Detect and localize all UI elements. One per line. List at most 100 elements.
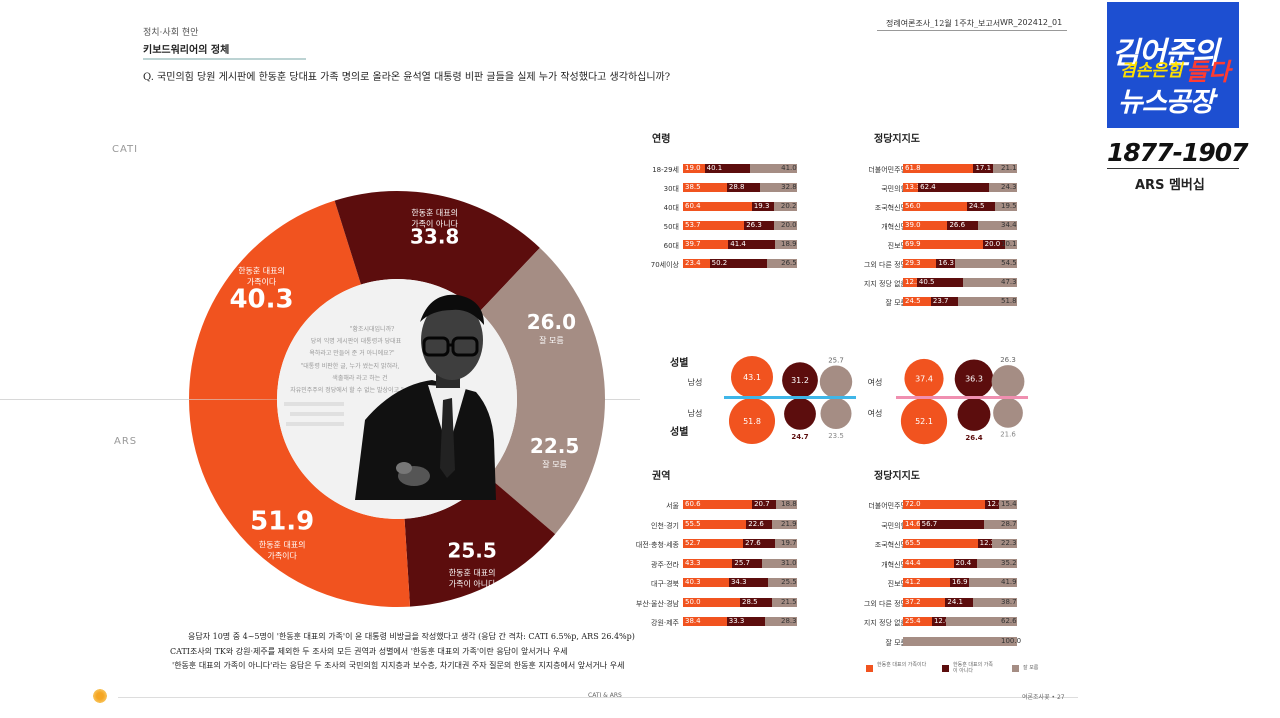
- bar-seg-1-1-0: [903, 183, 919, 192]
- bar-seg-2-5-2: [772, 597, 797, 607]
- bar-val-2-4-1: 34.3: [730, 578, 747, 586]
- row-label-2-5: 부산·울산·경남: [635, 599, 679, 608]
- ars-value-2: 22.5: [530, 434, 579, 458]
- bar-seg-3-0-2: [999, 500, 1017, 509]
- bar-seg-0-3-1: [744, 221, 775, 230]
- ars-value-0: 51.9: [250, 507, 314, 537]
- row-label-3-5: 그외 다른 정당: [863, 599, 907, 608]
- breakdown-title-3: 정당지지도: [874, 471, 920, 482]
- bar-val-3-3-1: 20.4: [955, 558, 972, 567]
- bar-val-2-1-0: 55.5: [685, 519, 701, 528]
- section-title: 키보드워리어의 정체: [143, 45, 230, 56]
- quote-line-5: 색출해라 라고 하는 건: [332, 374, 387, 382]
- gender-ars-bubble-0-1: [784, 398, 816, 430]
- ars-label-1-1: 가족이 아니다: [449, 578, 496, 588]
- bar-seg-2-0-2: [775, 500, 798, 509]
- bar-seg-3-0-0: [903, 500, 986, 509]
- bar-seg-2-6-1: [726, 617, 765, 626]
- bar-seg-2-6-0: [683, 617, 727, 626]
- bar-val-0-2-1: 19.3: [753, 202, 770, 210]
- footer-page: 여론조사꽃 • 27: [1022, 694, 1065, 701]
- gender-cati-bubble-1-1: [954, 359, 994, 398]
- cati-label-2: 잘 모름: [539, 336, 564, 345]
- gender-cati-val-1-1: 36.3: [965, 375, 983, 384]
- bar-val-3-4-0: 41.2: [905, 578, 921, 586]
- row-label-0-2: 40대: [663, 204, 679, 212]
- gender-cati-val-0-0: 43.1: [743, 373, 761, 382]
- bar-val-3-1-1: 56.7: [921, 519, 938, 528]
- legend-swatch-unknown: [1012, 665, 1019, 672]
- bar-seg-3-3-2: [976, 558, 1017, 568]
- bar-seg-2-3-0: [683, 558, 733, 568]
- bar-seg-3-6-1: [931, 617, 946, 626]
- bar-seg-3-4-0: [903, 578, 950, 587]
- summary-line-2: CATI조사의 TK와 강원·제주를 제외한 두 조사의 모든 권역과 성별에서…: [170, 647, 568, 656]
- row-label-0-5: 70세이상: [650, 261, 679, 269]
- breakdown-title-0: 연령: [652, 134, 671, 145]
- bar-seg-2-2-1: [743, 539, 775, 548]
- footer-rule: [118, 697, 1078, 698]
- bar-seg-0-0-0: [683, 164, 705, 173]
- gender-axis-1: [896, 396, 1028, 399]
- bar-seg-3-6-0: [903, 617, 932, 626]
- bar-val-1-0-1: 17.1: [975, 164, 992, 172]
- bar-val-2-6-1: 33.3: [728, 617, 745, 625]
- row-label-1-7: 잘 모름: [885, 299, 907, 307]
- bar-seg-3-2-0: [903, 539, 978, 548]
- bar-seg-1-6-0: [903, 278, 917, 287]
- bar-val-2-5-0: 50.0: [685, 597, 701, 606]
- bar-seg-1-3-1: [947, 221, 978, 230]
- gender-ars-val-1-1: 26.4: [965, 434, 982, 442]
- bar-seg-0-4-0: [683, 240, 729, 249]
- bar-seg-2-4-0: [683, 578, 729, 587]
- footer-method: CATI & ARS: [588, 692, 622, 699]
- quote-line-3: 욕하라고 만들어 준 거 아니에요?": [309, 349, 395, 357]
- row-label-2-3: 광주·전라: [651, 560, 679, 569]
- bar-val-0-4-0: 39.7: [685, 240, 701, 248]
- bar-seg-0-2-1: [751, 202, 774, 211]
- bar-val-0-5-2: 26.5: [781, 259, 797, 267]
- row-label-1-6: 지지 정당 없음: [863, 280, 907, 288]
- bar-seg-1-1-2: [989, 183, 1017, 192]
- row-label-2-1: 인천·경기: [651, 521, 679, 530]
- cati-slice-2: [479, 247, 605, 400]
- gender-axis-0: [724, 396, 856, 399]
- gender-cati-bubble-0-2: [819, 365, 853, 398]
- gender-ars-val-0-1: 24.7: [791, 433, 808, 441]
- bar-val-3-3-0: 44.4: [905, 558, 921, 567]
- bar-seg-3-0-1: [985, 500, 1000, 509]
- gender-label-ars-0: 남성: [688, 409, 703, 418]
- logo-line-2b: 들다: [1186, 58, 1231, 86]
- bar-val-3-1-2: 28.7: [1001, 519, 1017, 528]
- bar-seg-1-3-2: [977, 221, 1017, 230]
- phone-rule: [1107, 168, 1239, 169]
- bar-val-0-0-2: 41.0: [781, 164, 797, 172]
- bar-seg-2-5-0: [683, 597, 740, 607]
- logo-line-1: 김어준의: [1112, 36, 1219, 71]
- bar-seg-2-1-2: [772, 519, 797, 529]
- ars-label-0-1: 가족이다: [267, 551, 297, 561]
- bar-seg-0-5-2: [766, 259, 798, 268]
- bar-val-0-5-1: 50.2: [711, 259, 728, 267]
- bar-seg-3-1-2: [984, 519, 1017, 529]
- row-label-1-3: 개혁신당: [881, 223, 907, 231]
- bar-val-3-0-1: 12.6: [987, 500, 1003, 508]
- bar-seg-3-6-2: [945, 617, 1017, 626]
- bar-val-3-3-2: 35.2: [1001, 558, 1017, 567]
- bar-val-0-1-1: 28.8: [728, 183, 745, 191]
- gender-cati-val-0-1: 31.2: [791, 376, 809, 385]
- bar-seg-1-0-1: [973, 164, 993, 173]
- bar-val-1-5-0: 29.3: [905, 259, 921, 267]
- ars-slice-0: [189, 399, 411, 607]
- row-label-3-2: 조국혁신당: [874, 541, 907, 549]
- bar-val-3-1-0: 14.6: [905, 519, 921, 528]
- logo-line-2a: 겸손은힘: [1120, 61, 1183, 81]
- bar-seg-2-0-0: [683, 500, 753, 509]
- bar-val-1-5-1: 16.3: [938, 259, 954, 267]
- bar-seg-1-4-0: [903, 240, 983, 249]
- bar-val-3-2-0: 65.5: [905, 539, 921, 547]
- bar-seg-2-4-1: [728, 578, 769, 587]
- bar-seg-0-4-2: [775, 240, 797, 249]
- bar-val-3-2-2: 22.3: [1001, 539, 1017, 547]
